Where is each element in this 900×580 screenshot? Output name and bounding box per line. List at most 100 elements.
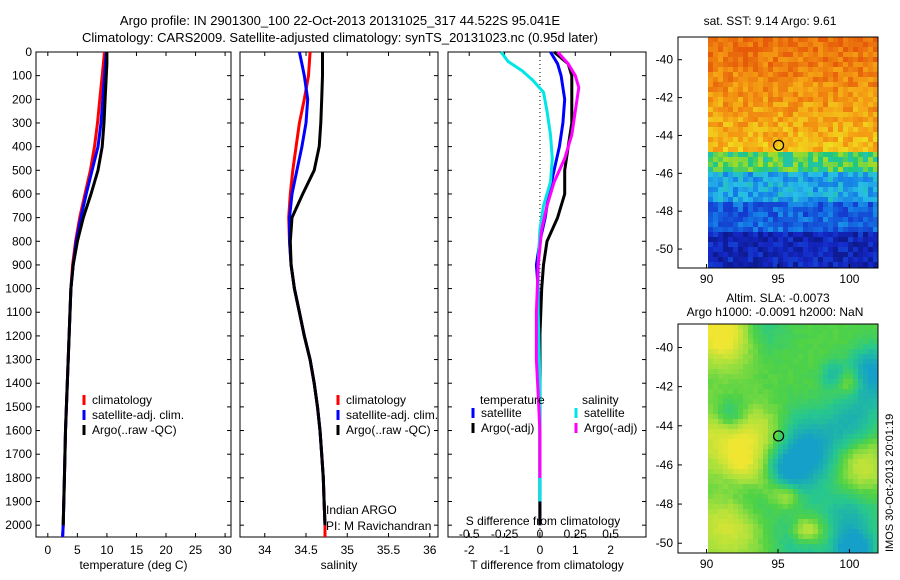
sst-cell xyxy=(738,252,743,257)
sla-cell xyxy=(873,479,878,484)
sst-cell xyxy=(873,62,878,67)
sst-cell xyxy=(803,87,808,92)
y-tick-label: -50 xyxy=(656,536,674,550)
sst-cell xyxy=(718,212,723,217)
sst-cell xyxy=(863,117,868,122)
sst-cell xyxy=(833,67,838,72)
sst-cell xyxy=(743,167,748,172)
sst-cell xyxy=(738,152,743,157)
sla-cell xyxy=(833,324,838,329)
sst-cell xyxy=(838,122,843,127)
x-tick-label: 25 xyxy=(189,543,203,557)
sla-cell xyxy=(793,499,798,504)
sla-cell xyxy=(863,389,868,394)
sst-cell xyxy=(743,107,748,112)
sla-cell xyxy=(803,369,808,374)
sla-cell xyxy=(798,489,803,494)
sla-cell xyxy=(793,354,798,359)
sla-cell xyxy=(733,504,738,509)
sst-cell xyxy=(848,47,853,52)
sla-cell xyxy=(798,369,803,374)
sst-cell xyxy=(733,72,738,77)
sst-cell xyxy=(713,157,718,162)
sla-cell xyxy=(763,349,768,354)
sla-cell xyxy=(873,434,878,439)
sst-cell xyxy=(848,247,853,252)
sst-cell xyxy=(863,217,868,222)
sst-cell xyxy=(773,122,778,127)
sst-cell xyxy=(713,217,718,222)
sst-cell xyxy=(853,152,858,157)
sla-cell xyxy=(858,389,863,394)
sst-cell xyxy=(733,67,738,72)
sst-cell xyxy=(788,127,793,132)
sst-cell xyxy=(828,242,833,247)
sla-cell xyxy=(713,419,718,424)
sla-cell xyxy=(848,544,853,549)
sla-cell xyxy=(798,439,803,444)
sla-cell xyxy=(783,429,788,434)
sst-cell xyxy=(763,67,768,72)
sst-cell xyxy=(808,227,813,232)
sla-cell xyxy=(748,534,753,539)
sla-cell xyxy=(713,429,718,434)
sst-cell xyxy=(863,212,868,217)
sst-cell xyxy=(803,202,808,207)
sla-cell xyxy=(828,349,833,354)
sst-cell xyxy=(868,222,873,227)
sla-cell xyxy=(818,359,823,364)
sst-cell xyxy=(768,202,773,207)
sla-cell xyxy=(848,529,853,534)
sla-cell xyxy=(743,464,748,469)
sla-cell xyxy=(768,344,773,349)
sst-cell xyxy=(798,107,803,112)
sst-cell xyxy=(748,217,753,222)
sst-cell xyxy=(718,37,723,42)
sst-cell xyxy=(873,247,878,252)
sla-cell xyxy=(748,414,753,419)
sla-cell xyxy=(793,449,798,454)
sla-cell xyxy=(713,444,718,449)
sst-cell xyxy=(863,172,868,177)
sla-cell xyxy=(838,374,843,379)
sla-cell xyxy=(843,544,848,549)
sla-cell xyxy=(858,339,863,344)
sla-cell xyxy=(843,514,848,519)
sst-cell xyxy=(798,97,803,102)
sst-cell xyxy=(728,127,733,132)
sla-cell xyxy=(768,459,773,464)
sst-cell xyxy=(738,157,743,162)
sla-cell xyxy=(808,459,813,464)
sla-cell xyxy=(823,549,828,553)
sla-cell xyxy=(848,359,853,364)
sst-cell xyxy=(733,122,738,127)
temperature-series-1 xyxy=(61,51,108,538)
sst-cell xyxy=(833,157,838,162)
sst-cell xyxy=(818,252,823,257)
sla-cell xyxy=(708,514,713,519)
sst-cell xyxy=(708,107,713,112)
sst-cell xyxy=(818,197,823,202)
sst-cell xyxy=(773,152,778,157)
sst-cell xyxy=(843,232,848,237)
sla-cell xyxy=(708,499,713,504)
sla-cell xyxy=(753,399,758,404)
sla-cell xyxy=(843,374,848,379)
sla-cell xyxy=(753,514,758,519)
sla-cell xyxy=(713,354,718,359)
sla-cell xyxy=(738,419,743,424)
sla-cell xyxy=(753,379,758,384)
sla-cell xyxy=(838,439,843,444)
sla-cell xyxy=(858,444,863,449)
x-tick-label: 100 xyxy=(839,557,859,571)
sla-cell xyxy=(733,339,738,344)
sst-cell xyxy=(858,127,863,132)
sst-cell xyxy=(793,222,798,227)
sst-cell xyxy=(738,147,743,152)
sst-cell xyxy=(738,172,743,177)
temperature-series-2 xyxy=(61,52,109,526)
sst-cell xyxy=(718,47,723,52)
sst-cell xyxy=(758,132,763,137)
sst-cell xyxy=(763,52,768,57)
difference-xlabel: T difference from climatology xyxy=(470,558,624,572)
